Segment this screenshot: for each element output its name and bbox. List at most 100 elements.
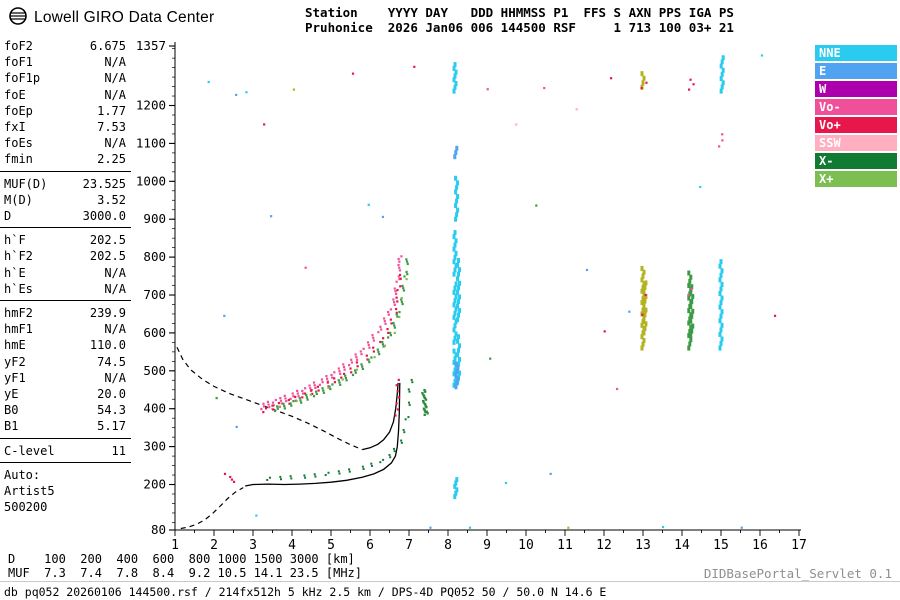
parameter-row: fxI 7.53 xyxy=(0,119,131,135)
svg-text:500: 500 xyxy=(143,363,166,378)
parameter-label: foEs xyxy=(4,136,33,151)
parameter-label: hmE xyxy=(4,338,26,353)
parameter-row: foF2 6.675 xyxy=(0,38,131,54)
parameter-value: N/A xyxy=(104,136,126,151)
station-header-columns: Station YYYY DAY DDD HHMMSS P1 FFS S AXN… xyxy=(305,5,734,20)
parameter-value: 3.52 xyxy=(97,192,126,207)
svg-text:11: 11 xyxy=(557,538,573,553)
svg-text:9: 9 xyxy=(483,538,491,553)
svg-text:17: 17 xyxy=(791,538,807,553)
parameter-row: B1 5.17 xyxy=(0,418,131,434)
parameter-row: 500200 xyxy=(0,499,131,515)
parameter-group: foF2 6.675 foF1 N/A foF1p N/A foE N/A foEp 1.77 fx… xyxy=(0,38,131,172)
parameter-value: 5.17 xyxy=(97,419,126,434)
svg-text:5: 5 xyxy=(327,538,335,553)
parameter-group: Auto: Artist5 500200 xyxy=(0,467,131,519)
parameter-label: 500200 xyxy=(4,500,48,515)
parameter-label: C-level xyxy=(4,443,55,458)
parameter-row: hmF1 N/A xyxy=(0,321,131,337)
parameter-label: yF1 xyxy=(4,370,26,385)
parameter-value: 202.5 xyxy=(89,249,126,264)
parameter-label: fxI xyxy=(4,120,26,135)
parameter-value: N/A xyxy=(104,265,126,280)
svg-text:10: 10 xyxy=(518,538,534,553)
parameter-group: h`F 202.5 h`F2 202.5 h`E N/A h`Es N/A xyxy=(0,232,131,302)
parameter-row: fmin 2.25 xyxy=(0,151,131,167)
parameter-label: hmF1 xyxy=(4,322,33,337)
parameter-label: foF1p xyxy=(4,71,41,86)
status-line: db pq052 20260106 144500.rsf / 214fx512h… xyxy=(4,585,607,599)
parameter-value: 7.53 xyxy=(97,120,126,135)
ionogram-plot: 8020030040050060070080090010001100120013… xyxy=(136,38,807,553)
svg-text:700: 700 xyxy=(143,287,166,302)
parameter-panel: foF2 6.675 foF1 N/A foF1p N/A foE N/A foEp 1.77 fx… xyxy=(0,38,131,518)
parameter-label: foE xyxy=(4,87,26,102)
parameter-row: h`F2 202.5 xyxy=(0,248,131,264)
parameter-label: M(D) xyxy=(4,192,33,207)
parameter-value: N/A xyxy=(104,370,126,385)
parameter-row: hmF2 239.9 xyxy=(0,305,131,321)
parameter-row: foF1 N/A xyxy=(0,54,131,70)
parameter-label: B0 xyxy=(4,403,19,418)
parameter-label: h`E xyxy=(4,265,26,280)
parameter-label: Artist5 xyxy=(4,484,55,499)
parameter-value: 20.0 xyxy=(97,387,126,402)
parameter-row: Auto: xyxy=(0,467,131,483)
svg-text:6: 6 xyxy=(366,538,374,553)
parameter-label: foF2 xyxy=(4,39,33,53)
parameter-label: fmin xyxy=(4,152,33,167)
svg-text:1200: 1200 xyxy=(136,98,166,113)
parameter-value: 110.0 xyxy=(89,338,126,353)
parameter-group: hmF2 239.9 hmF1 N/A hmE 110.0 yF2 74.5 yF1 N/A yE 2… xyxy=(0,305,131,439)
legend-item-ssw: SSW xyxy=(815,135,897,151)
parameter-row: B0 54.3 xyxy=(0,402,131,418)
parameter-label: hmF2 xyxy=(4,306,33,321)
svg-text:8: 8 xyxy=(444,538,452,553)
parameter-group: MUF(D) 23.525 M(D) 3.52 D 3000.0 xyxy=(0,176,131,229)
parameter-label: MUF(D) xyxy=(4,176,48,191)
parameter-label: D xyxy=(4,209,12,224)
parameter-value: 74.5 xyxy=(97,354,126,369)
svg-text:15: 15 xyxy=(713,538,729,553)
svg-text:13: 13 xyxy=(635,538,651,553)
station-header-values: Pruhonice 2026 Jan06 006 144500 RSF 1 71… xyxy=(305,20,734,35)
servlet-version: DIDBasePortal_Servlet 0.1 xyxy=(703,566,892,581)
trace-legend: NNE E W Vo- Vo+ SSW X- X+ xyxy=(815,45,897,189)
svg-text:900: 900 xyxy=(143,211,166,226)
svg-text:7: 7 xyxy=(405,538,413,553)
parameter-label: foEp xyxy=(4,103,33,118)
dmuf-d-row: D 100 200 400 600 800 1000 1500 3000 [km… xyxy=(8,552,355,566)
parameter-value: 202.5 xyxy=(89,233,126,248)
legend-item-vo: Vo+ xyxy=(815,117,897,133)
svg-text:800: 800 xyxy=(143,249,166,264)
parameter-row: M(D) 3.52 xyxy=(0,192,131,208)
svg-text:1000: 1000 xyxy=(136,173,166,188)
parameter-row: Artist5 xyxy=(0,483,131,499)
svg-text:4: 4 xyxy=(288,538,296,553)
parameter-row: D 3000.0 xyxy=(0,208,131,224)
svg-text:1357: 1357 xyxy=(136,38,166,53)
parameter-label: foF1 xyxy=(4,55,33,70)
parameter-value: 6.675 xyxy=(89,39,126,53)
legend-item-w: W xyxy=(815,81,897,97)
app-title: Lowell GIRO Data Center xyxy=(34,9,215,26)
parameter-value: N/A xyxy=(104,322,126,337)
svg-text:400: 400 xyxy=(143,401,166,416)
legend-item-x: X- xyxy=(815,153,897,169)
parameter-label: Auto: xyxy=(4,467,41,482)
parameter-row: hmE 110.0 xyxy=(0,337,131,353)
parameter-row: h`E N/A xyxy=(0,265,131,281)
parameter-row: yF1 N/A xyxy=(0,370,131,386)
parameter-value: 3000.0 xyxy=(82,209,126,224)
parameter-label: h`Es xyxy=(4,281,33,296)
svg-text:14: 14 xyxy=(674,538,690,553)
svg-text:2: 2 xyxy=(210,538,218,553)
parameter-row: foEp 1.77 xyxy=(0,103,131,119)
svg-text:80: 80 xyxy=(151,522,166,537)
svg-text:16: 16 xyxy=(752,538,768,553)
legend-item-vo: Vo- xyxy=(815,99,897,115)
parameter-row: foE N/A xyxy=(0,87,131,103)
footer-divider xyxy=(0,581,900,582)
svg-text:1100: 1100 xyxy=(136,135,166,150)
parameter-label: h`F2 xyxy=(4,249,33,264)
